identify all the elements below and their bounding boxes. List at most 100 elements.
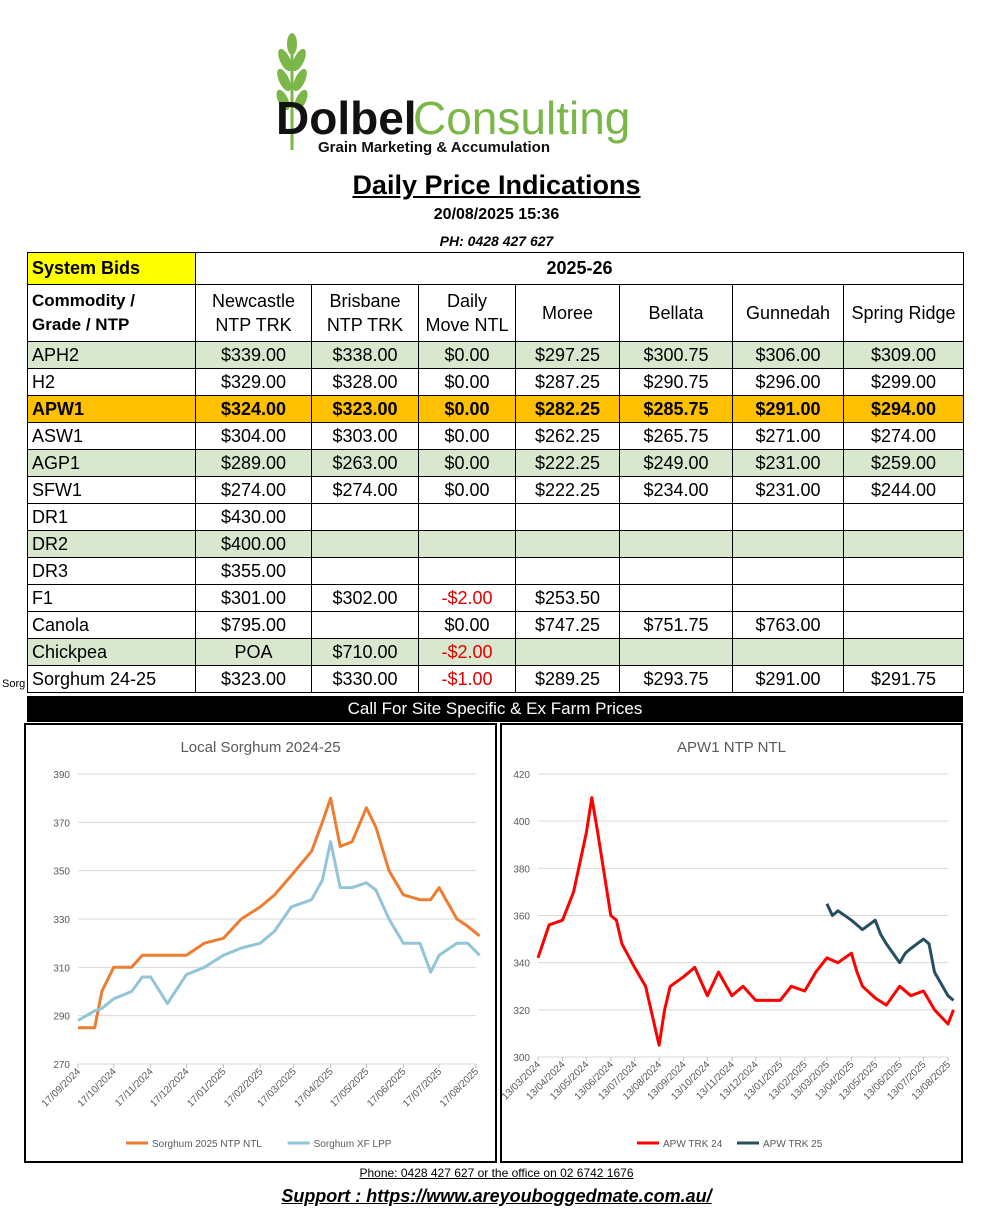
cell-newcastle: $274.00 [195, 476, 312, 504]
cell-bellata [619, 557, 733, 585]
dolbel-consulting-logo: Dolbel Consulting Grain Marketing & Accu… [276, 33, 630, 156]
cell-brisbane: $274.00 [311, 476, 419, 504]
support-link[interactable]: Support : https://www.areyouboggedmate.c… [281, 1186, 712, 1206]
cell-newcastle: $329.00 [195, 368, 312, 396]
y-tick-label: 270 [53, 1060, 70, 1071]
table-row: Sorghum 24-25 $323.00 $330.00 -$1.00 $289.25… [27, 665, 965, 693]
chart-title: Local Sorghum 2024-25 [180, 739, 340, 756]
cell-newcastle: POA [195, 638, 312, 666]
page-title: Daily Price Indications [352, 170, 641, 200]
y-tick-label: 350 [53, 867, 70, 878]
cell-spring-ridge: $274.00 [842, 422, 965, 450]
cell-brisbane [311, 557, 419, 585]
legend-label: APW TRK 25 [763, 1139, 823, 1150]
cell-moree: $282.25 [515, 395, 620, 423]
cell-move: $0.00 [418, 476, 516, 504]
cell-spring-ridge: $291.75 [842, 665, 965, 693]
table-row: AGP1 $289.00 $263.00 $0.00 $222.25 $249.00 $23… [27, 449, 965, 477]
cell-spring-ridge: $244.00 [842, 476, 965, 504]
cell-newcastle: $301.00 [195, 584, 312, 612]
header-newcastle: Newcastle NTP TRK [195, 284, 312, 342]
cell-newcastle: $795.00 [195, 611, 312, 639]
cell-spring-ridge: $294.00 [842, 395, 965, 423]
cell-grade: ASW1 [27, 422, 196, 450]
cell-gunnedah [732, 638, 844, 666]
cell-moree [515, 503, 620, 531]
table-row: DR2 $400.00 [27, 530, 965, 558]
cell-move: $0.00 [418, 368, 516, 396]
season-label: 2025-26 [194, 252, 965, 285]
table-row: DR1 $430.00 [27, 503, 965, 531]
y-tick-label: 380 [513, 864, 530, 875]
cell-moree [515, 530, 620, 558]
header-gunnedah: Gunnedah [732, 284, 844, 342]
table-row: DR3 $355.00 [27, 557, 965, 585]
cell-moree: $253.50 [515, 584, 620, 612]
legend-label: Sorghum XF LPP [314, 1139, 392, 1150]
cell-grade: Sorghum 24-25 [27, 665, 196, 693]
cell-spring-ridge [842, 584, 965, 612]
cell-move [418, 530, 516, 558]
cell-move: $0.00 [418, 611, 516, 639]
series-line [77, 840, 481, 1022]
header-phone: PH: 0428 427 627 [439, 233, 554, 249]
cell-move: -$1.00 [418, 665, 516, 693]
cell-gunnedah [732, 530, 844, 558]
cell-grade: AGP1 [27, 449, 196, 477]
cell-spring-ridge: $299.00 [842, 368, 965, 396]
cell-brisbane [311, 611, 419, 639]
cell-newcastle: $304.00 [195, 422, 312, 450]
cell-gunnedah: $306.00 [732, 341, 844, 369]
y-tick-label: 330 [53, 915, 70, 926]
cell-gunnedah: $231.00 [732, 449, 844, 477]
cell-newcastle: $324.00 [195, 395, 312, 423]
header-commodity: Commodity / Grade / NTP [27, 284, 196, 342]
table-row: ASW1 $304.00 $303.00 $0.00 $262.25 $265.75 $27… [27, 422, 965, 450]
cell-grade: Chickpea [27, 638, 196, 666]
cell-gunnedah: $296.00 [732, 368, 844, 396]
y-tick-label: 290 [53, 1012, 70, 1023]
cell-brisbane: $303.00 [311, 422, 419, 450]
cell-gunnedah: $231.00 [732, 476, 844, 504]
apw1-chart: APW1 NTP NTL30032034036038040042013/03/2… [502, 739, 955, 1150]
cell-moree: $747.25 [515, 611, 620, 639]
logo-brand-b: Consulting [413, 92, 630, 144]
sorg-fragment: Sorg [2, 678, 26, 690]
header-daily-move: Daily Move NTL [418, 284, 516, 342]
cell-newcastle: $355.00 [195, 557, 312, 585]
cell-bellata: $249.00 [619, 449, 733, 477]
cell-brisbane: $338.00 [311, 341, 419, 369]
cell-spring-ridge: $309.00 [842, 341, 965, 369]
cell-moree: $289.25 [515, 665, 620, 693]
cell-move: -$2.00 [418, 584, 516, 612]
cell-bellata: $265.75 [619, 422, 733, 450]
cell-bellata: $290.75 [619, 368, 733, 396]
cell-gunnedah: $291.00 [732, 665, 844, 693]
cell-brisbane: $323.00 [311, 395, 419, 423]
cell-grade: H2 [27, 368, 196, 396]
logo-brand-a: Dolbel [276, 92, 417, 144]
cell-bellata [619, 638, 733, 666]
cell-grade: DR3 [27, 557, 196, 585]
cell-brisbane: $302.00 [311, 584, 419, 612]
cell-gunnedah [732, 557, 844, 585]
cell-bellata: $751.75 [619, 611, 733, 639]
header-moree: Moree [515, 284, 620, 342]
cell-newcastle: $400.00 [195, 530, 312, 558]
y-tick-label: 370 [53, 818, 70, 829]
cell-brisbane [311, 530, 419, 558]
cell-moree: $222.25 [515, 449, 620, 477]
cell-spring-ridge [842, 503, 965, 531]
cell-brisbane: $330.00 [311, 665, 419, 693]
cell-move: $0.00 [418, 422, 516, 450]
apw1-chart-panel: APW1 NTP NTL 300 320 340 360 380 400 420 13/03/2… [500, 723, 963, 1163]
cell-moree: $297.25 [515, 341, 620, 369]
x-tick-label: 17/10/2024 [76, 1066, 119, 1109]
cell-move [418, 503, 516, 531]
cell-newcastle: $430.00 [195, 503, 312, 531]
cell-move: -$2.00 [418, 638, 516, 666]
cell-brisbane [311, 503, 419, 531]
header-brisbane: Brisbane NTP TRK [311, 284, 419, 342]
header-spring-ridge: Spring Ridge [842, 284, 965, 342]
cell-bellata: $300.75 [619, 341, 733, 369]
